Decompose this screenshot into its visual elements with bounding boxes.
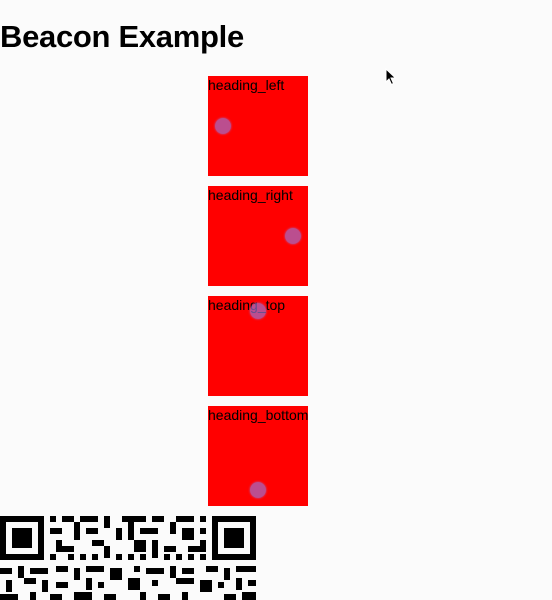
- beacon-dot-icon[interactable]: [215, 118, 231, 134]
- qr-code-icon: [0, 516, 256, 600]
- box-label: heading_left: [208, 77, 285, 93]
- box-label: heading_right: [208, 187, 293, 203]
- box-label: heading_bottom: [208, 407, 309, 423]
- beacon-dot-icon[interactable]: [250, 303, 266, 319]
- beacon-dot-icon[interactable]: [250, 482, 266, 498]
- box-label: heading_top: [208, 297, 286, 313]
- mouse-pointer-icon: [385, 68, 397, 86]
- box-heading-right: heading_right: [208, 186, 308, 286]
- box-heading-top: heading_top: [208, 296, 308, 396]
- box-heading-bottom: heading_bottom: [208, 406, 308, 506]
- page-title: Beacon Example: [0, 19, 244, 54]
- box-heading-left: heading_left: [208, 76, 308, 176]
- beacon-dot-icon[interactable]: [285, 228, 301, 244]
